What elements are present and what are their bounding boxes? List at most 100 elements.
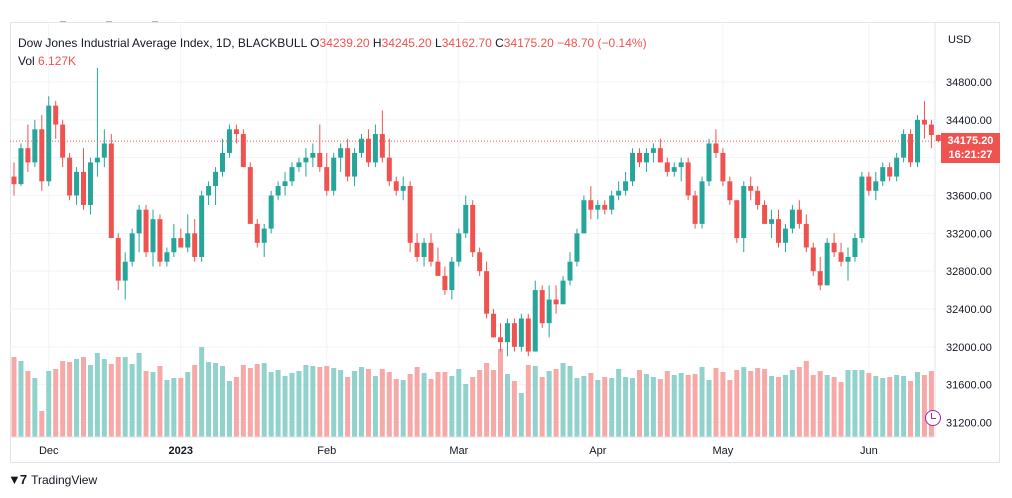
volume-bar bbox=[713, 368, 719, 437]
volume-bar bbox=[852, 370, 858, 437]
high-value: 34245.20 bbox=[381, 36, 432, 50]
candle-body bbox=[81, 171, 86, 205]
candle-body bbox=[185, 233, 191, 248]
candle-body bbox=[623, 181, 629, 191]
brand-name: TradingView bbox=[31, 472, 98, 487]
candle-body bbox=[518, 318, 524, 347]
candle-body bbox=[365, 138, 371, 163]
volume-bar bbox=[463, 384, 469, 437]
time-tick-label: 2023 bbox=[169, 445, 193, 457]
candle-body bbox=[817, 271, 823, 286]
last-price-badge: 34175.20 16:21:27 bbox=[941, 133, 1000, 163]
candle-body bbox=[637, 152, 642, 163]
candle-body bbox=[734, 200, 740, 239]
price-tick-label: 31600.00 bbox=[946, 380, 992, 392]
currency-label[interactable]: USD bbox=[948, 34, 972, 46]
candle-body bbox=[894, 157, 900, 177]
candle-body bbox=[602, 204, 608, 210]
close-label: C bbox=[495, 36, 504, 50]
candle-body bbox=[915, 119, 920, 163]
volume-bar bbox=[602, 377, 608, 437]
volume-bar bbox=[365, 369, 371, 437]
volume-bar bbox=[220, 366, 225, 437]
legend-ohlc-row: Dow Jones Industrial Average Index, 1D, … bbox=[18, 36, 647, 50]
candle-body bbox=[511, 323, 517, 347]
candle-body bbox=[678, 162, 684, 168]
candle-body bbox=[136, 209, 142, 234]
volume-bar bbox=[581, 376, 587, 437]
candle-body bbox=[852, 238, 858, 257]
volume-bar bbox=[372, 376, 378, 437]
volume-bar bbox=[776, 377, 781, 437]
candle-body bbox=[67, 157, 73, 196]
price-tick-label: 32000.00 bbox=[946, 342, 992, 354]
candle-body bbox=[887, 167, 893, 177]
volume-bar bbox=[796, 367, 802, 437]
volume-bar bbox=[685, 375, 691, 437]
volume-bar bbox=[525, 365, 531, 437]
price-axis: 34800.0034400.0034000.0033600.0033200.00… bbox=[946, 77, 992, 430]
candle-body bbox=[449, 261, 455, 291]
volume-bar bbox=[192, 365, 198, 437]
candle-body bbox=[296, 162, 302, 168]
volume-bar bbox=[755, 368, 761, 437]
close-value: 34175.20 bbox=[503, 36, 554, 50]
volume-bar bbox=[727, 380, 733, 437]
candle-body bbox=[921, 119, 927, 125]
volume-bar bbox=[741, 367, 747, 437]
candle-body bbox=[845, 256, 851, 262]
candle-body bbox=[39, 129, 45, 182]
candle-body bbox=[581, 200, 587, 234]
candle-body bbox=[414, 242, 420, 257]
candle-body bbox=[699, 181, 705, 224]
volume-bar bbox=[609, 378, 615, 437]
volume-bar bbox=[39, 411, 45, 437]
candle-body bbox=[108, 143, 114, 239]
volume-bar bbox=[803, 361, 809, 437]
volume-bar bbox=[484, 363, 490, 437]
candle-body bbox=[393, 181, 399, 191]
candle-body bbox=[435, 261, 441, 276]
volume-bar bbox=[873, 376, 879, 437]
candle-body bbox=[782, 228, 788, 243]
volume-label[interactable]: Vol bbox=[18, 54, 35, 68]
volume-bar bbox=[247, 368, 253, 437]
volume-bar bbox=[178, 378, 184, 437]
volume-bar bbox=[928, 371, 934, 437]
candle-body bbox=[741, 186, 747, 239]
volume-bars bbox=[11, 347, 934, 437]
candle-body bbox=[338, 148, 344, 158]
volume-bar bbox=[254, 364, 260, 437]
volume-bar bbox=[421, 373, 427, 437]
chart-frame[interactable] bbox=[10, 22, 1000, 463]
chart-legend: Dow Jones Industrial Average Index, 1D, … bbox=[18, 36, 647, 68]
volume-bar bbox=[150, 372, 156, 437]
candle-body bbox=[630, 152, 636, 182]
candle-body bbox=[671, 167, 677, 172]
volume-bar bbox=[546, 371, 552, 437]
candle-body bbox=[171, 238, 177, 253]
candle-body bbox=[616, 190, 622, 196]
volume-bar bbox=[18, 361, 24, 437]
volume-bar bbox=[894, 375, 900, 437]
candle-body bbox=[504, 323, 510, 343]
timezone-icon[interactable] bbox=[925, 410, 941, 426]
candle-body bbox=[379, 134, 385, 158]
volume-bar bbox=[32, 378, 38, 437]
candle-body bbox=[46, 105, 52, 182]
footer-branding[interactable]: ▼7 TradingView bbox=[8, 472, 97, 487]
volume-bar bbox=[866, 373, 872, 437]
volume-bar bbox=[908, 381, 914, 437]
candle-body bbox=[275, 186, 281, 196]
candle-body bbox=[609, 195, 615, 210]
volume-bar bbox=[518, 393, 524, 437]
symbol-title[interactable]: Dow Jones Industrial Average Index, 1D, … bbox=[18, 36, 307, 50]
candle-body bbox=[588, 200, 594, 210]
volume-bar bbox=[671, 375, 677, 437]
volume-bar bbox=[901, 376, 907, 437]
volume-bar bbox=[824, 375, 830, 437]
candle-body bbox=[901, 134, 907, 158]
volume-bar bbox=[81, 357, 86, 437]
volume-bar bbox=[233, 377, 239, 437]
